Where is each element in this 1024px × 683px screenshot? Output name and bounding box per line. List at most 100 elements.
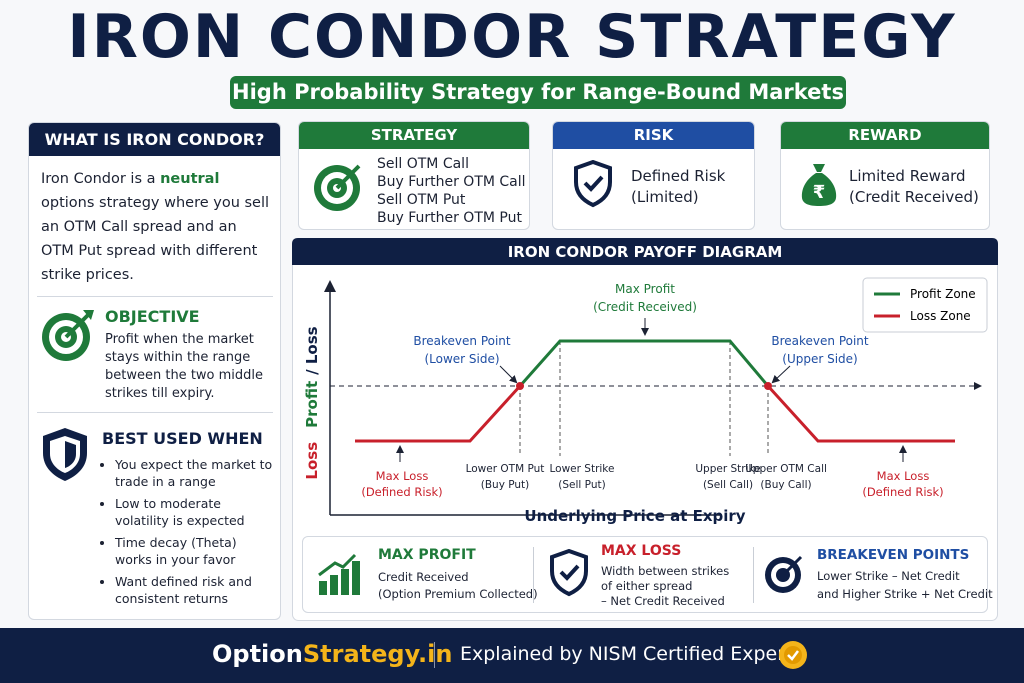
breakeven-dot <box>764 382 772 390</box>
card-title: STRATEGY <box>299 122 529 149</box>
text-line: Buy Further OTM Put <box>377 210 522 226</box>
growth-icon <box>318 553 360 595</box>
text-line: Width between strikes <box>601 564 730 578</box>
loss-line <box>766 384 955 443</box>
annotation: (Lower Side) <box>424 352 499 366</box>
annotation: Max Loss <box>376 469 429 483</box>
subtitle: High Probability Strategy for Range-Boun… <box>230 76 846 109</box>
annotation: Upper Strike <box>695 463 760 475</box>
annotation: (Defined Risk) <box>361 485 442 499</box>
annotation: (Credit Received) <box>593 300 697 314</box>
bullet-item: Low to moderate volatility is expected <box>115 495 277 529</box>
best-used-title: BEST USED WHEN <box>102 429 263 448</box>
bullet-item: Time decay (Theta) works in your favor <box>115 534 277 568</box>
y-loss: Loss <box>303 442 321 480</box>
divider <box>533 547 534 603</box>
footer: OptionStrategy.in Explained by NISM Cert… <box>0 628 1024 683</box>
svg-text:₹: ₹ <box>813 182 826 203</box>
summary-lines: Width between strikes of either spread – N… <box>601 564 729 609</box>
annotation: (Sell Put) <box>558 479 605 491</box>
summary-lines: Credit Received (Option Premium Collected… <box>378 569 538 603</box>
annotation: Max Loss <box>877 469 930 483</box>
bullet-item: You expect the market to trade in a rang… <box>115 456 277 490</box>
card-title: RISK <box>553 122 754 149</box>
text-line: (Limited) <box>631 188 699 206</box>
target-icon <box>765 555 803 593</box>
text-line: Lower Strike – Net Credit <box>817 569 960 583</box>
divider <box>37 412 273 413</box>
annotation: Breakeven Point <box>771 334 869 348</box>
y-rest: / Loss <box>303 326 321 374</box>
text-line: Sell OTM Call <box>377 156 469 172</box>
card-title: REWARD <box>781 122 989 149</box>
legend <box>862 277 988 333</box>
summary: MAX PROFIT Credit Received (Option Premiu… <box>302 536 993 613</box>
bullet-item: Want defined risk and consistent returns <box>115 573 277 607</box>
sidebar: WHAT IS IRON CONDOR? Iron Condor is a ne… <box>28 122 281 620</box>
annotations: Max Profit (Credit Received) Breakeven Poi… <box>361 282 943 499</box>
x-axis-label: Underlying Price at Expiry <box>524 507 745 525</box>
loss-line <box>355 384 522 443</box>
breakeven-dot <box>516 382 524 390</box>
badge-icon <box>779 641 807 669</box>
summary-title: MAX LOSS <box>601 543 682 559</box>
brand-b: Strategy.in <box>302 640 453 668</box>
sidebar-heading: WHAT IS IRON CONDOR? <box>29 123 280 156</box>
divider <box>37 296 273 297</box>
brand-a: Option <box>212 640 303 668</box>
best-used-list: You expect the market to trade in a rang… <box>99 456 277 612</box>
shield-icon <box>550 549 588 597</box>
shield-icon <box>43 428 87 481</box>
risk-icon <box>574 160 612 208</box>
legend-label: Loss Zone <box>910 309 971 323</box>
card-lines: Sell OTM Call Buy Further OTM Call Sell OT… <box>377 155 526 227</box>
text-line: Buy Further OTM Call <box>377 174 526 190</box>
intro-text: Iron Condor is a <box>41 171 161 187</box>
arrow <box>499 365 518 384</box>
y-profit: Profit <box>303 381 321 428</box>
summary-lines: Lower Strike – Net Credit and Higher Stri… <box>817 567 993 603</box>
intro: Iron Condor is a neutral options strateg… <box>41 167 273 287</box>
card-lines: Defined Risk (Limited) <box>631 166 725 208</box>
strategy-icon <box>314 164 361 211</box>
text-line: – Net Credit Received <box>601 594 725 608</box>
text-line: Defined Risk <box>631 167 726 185</box>
annotation: (Sell Call) <box>703 479 753 491</box>
brand: OptionStrategy.in <box>212 640 452 668</box>
text-line: (Option Premium Collected) <box>378 587 538 601</box>
text-line: (Credit Received) <box>849 188 979 206</box>
card: REWARD ₹ Limited Reward (Credit Received) <box>780 121 990 230</box>
divider <box>753 547 754 603</box>
y-axis-label: Loss Profit / Loss <box>303 326 321 479</box>
tagline: Explained by NISM Certified Expert <box>460 643 793 665</box>
text-line: Sell OTM Put <box>377 192 466 208</box>
text-line: Limited Reward <box>849 167 966 185</box>
money-bag-icon: ₹ <box>801 164 837 206</box>
annotation: Breakeven Point <box>413 334 511 348</box>
annotation: (Defined Risk) <box>862 485 943 499</box>
text-line: and Higher Strike + Net Credit <box>817 587 993 601</box>
title: IRON CONDOR STRATEGY <box>67 2 957 72</box>
annotation: Lower OTM Put <box>466 463 545 475</box>
summary-title: BREAKEVEN POINTS <box>817 547 970 563</box>
card: STRATEGY Sell OTM Call Buy Further OTM Ca… <box>298 121 530 230</box>
intro-highlight: neutral <box>160 171 220 187</box>
profit-line <box>518 339 770 387</box>
annotation: (Buy Call) <box>760 479 811 491</box>
annotation: Max Profit <box>615 282 675 296</box>
annotation: (Buy Put) <box>481 479 530 491</box>
summary-title: MAX PROFIT <box>378 547 476 563</box>
strike-guides <box>519 341 769 456</box>
payoff-diagram: IRON CONDOR PAYOFF DIAGRAM Loss Profit / L… <box>292 238 998 621</box>
objective-title: OBJECTIVE <box>105 307 200 326</box>
annotation: Lower Strike <box>550 463 615 475</box>
divider <box>434 642 435 668</box>
text-line: of either spread <box>601 579 693 593</box>
text-line: Credit Received <box>378 570 469 584</box>
diagram-title: IRON CONDOR PAYOFF DIAGRAM <box>508 243 783 261</box>
annotation: Upper OTM Call <box>745 463 827 475</box>
annotation: (Upper Side) <box>782 352 857 366</box>
card: RISK Defined Risk (Limited) <box>552 121 755 230</box>
arrow <box>771 365 791 384</box>
